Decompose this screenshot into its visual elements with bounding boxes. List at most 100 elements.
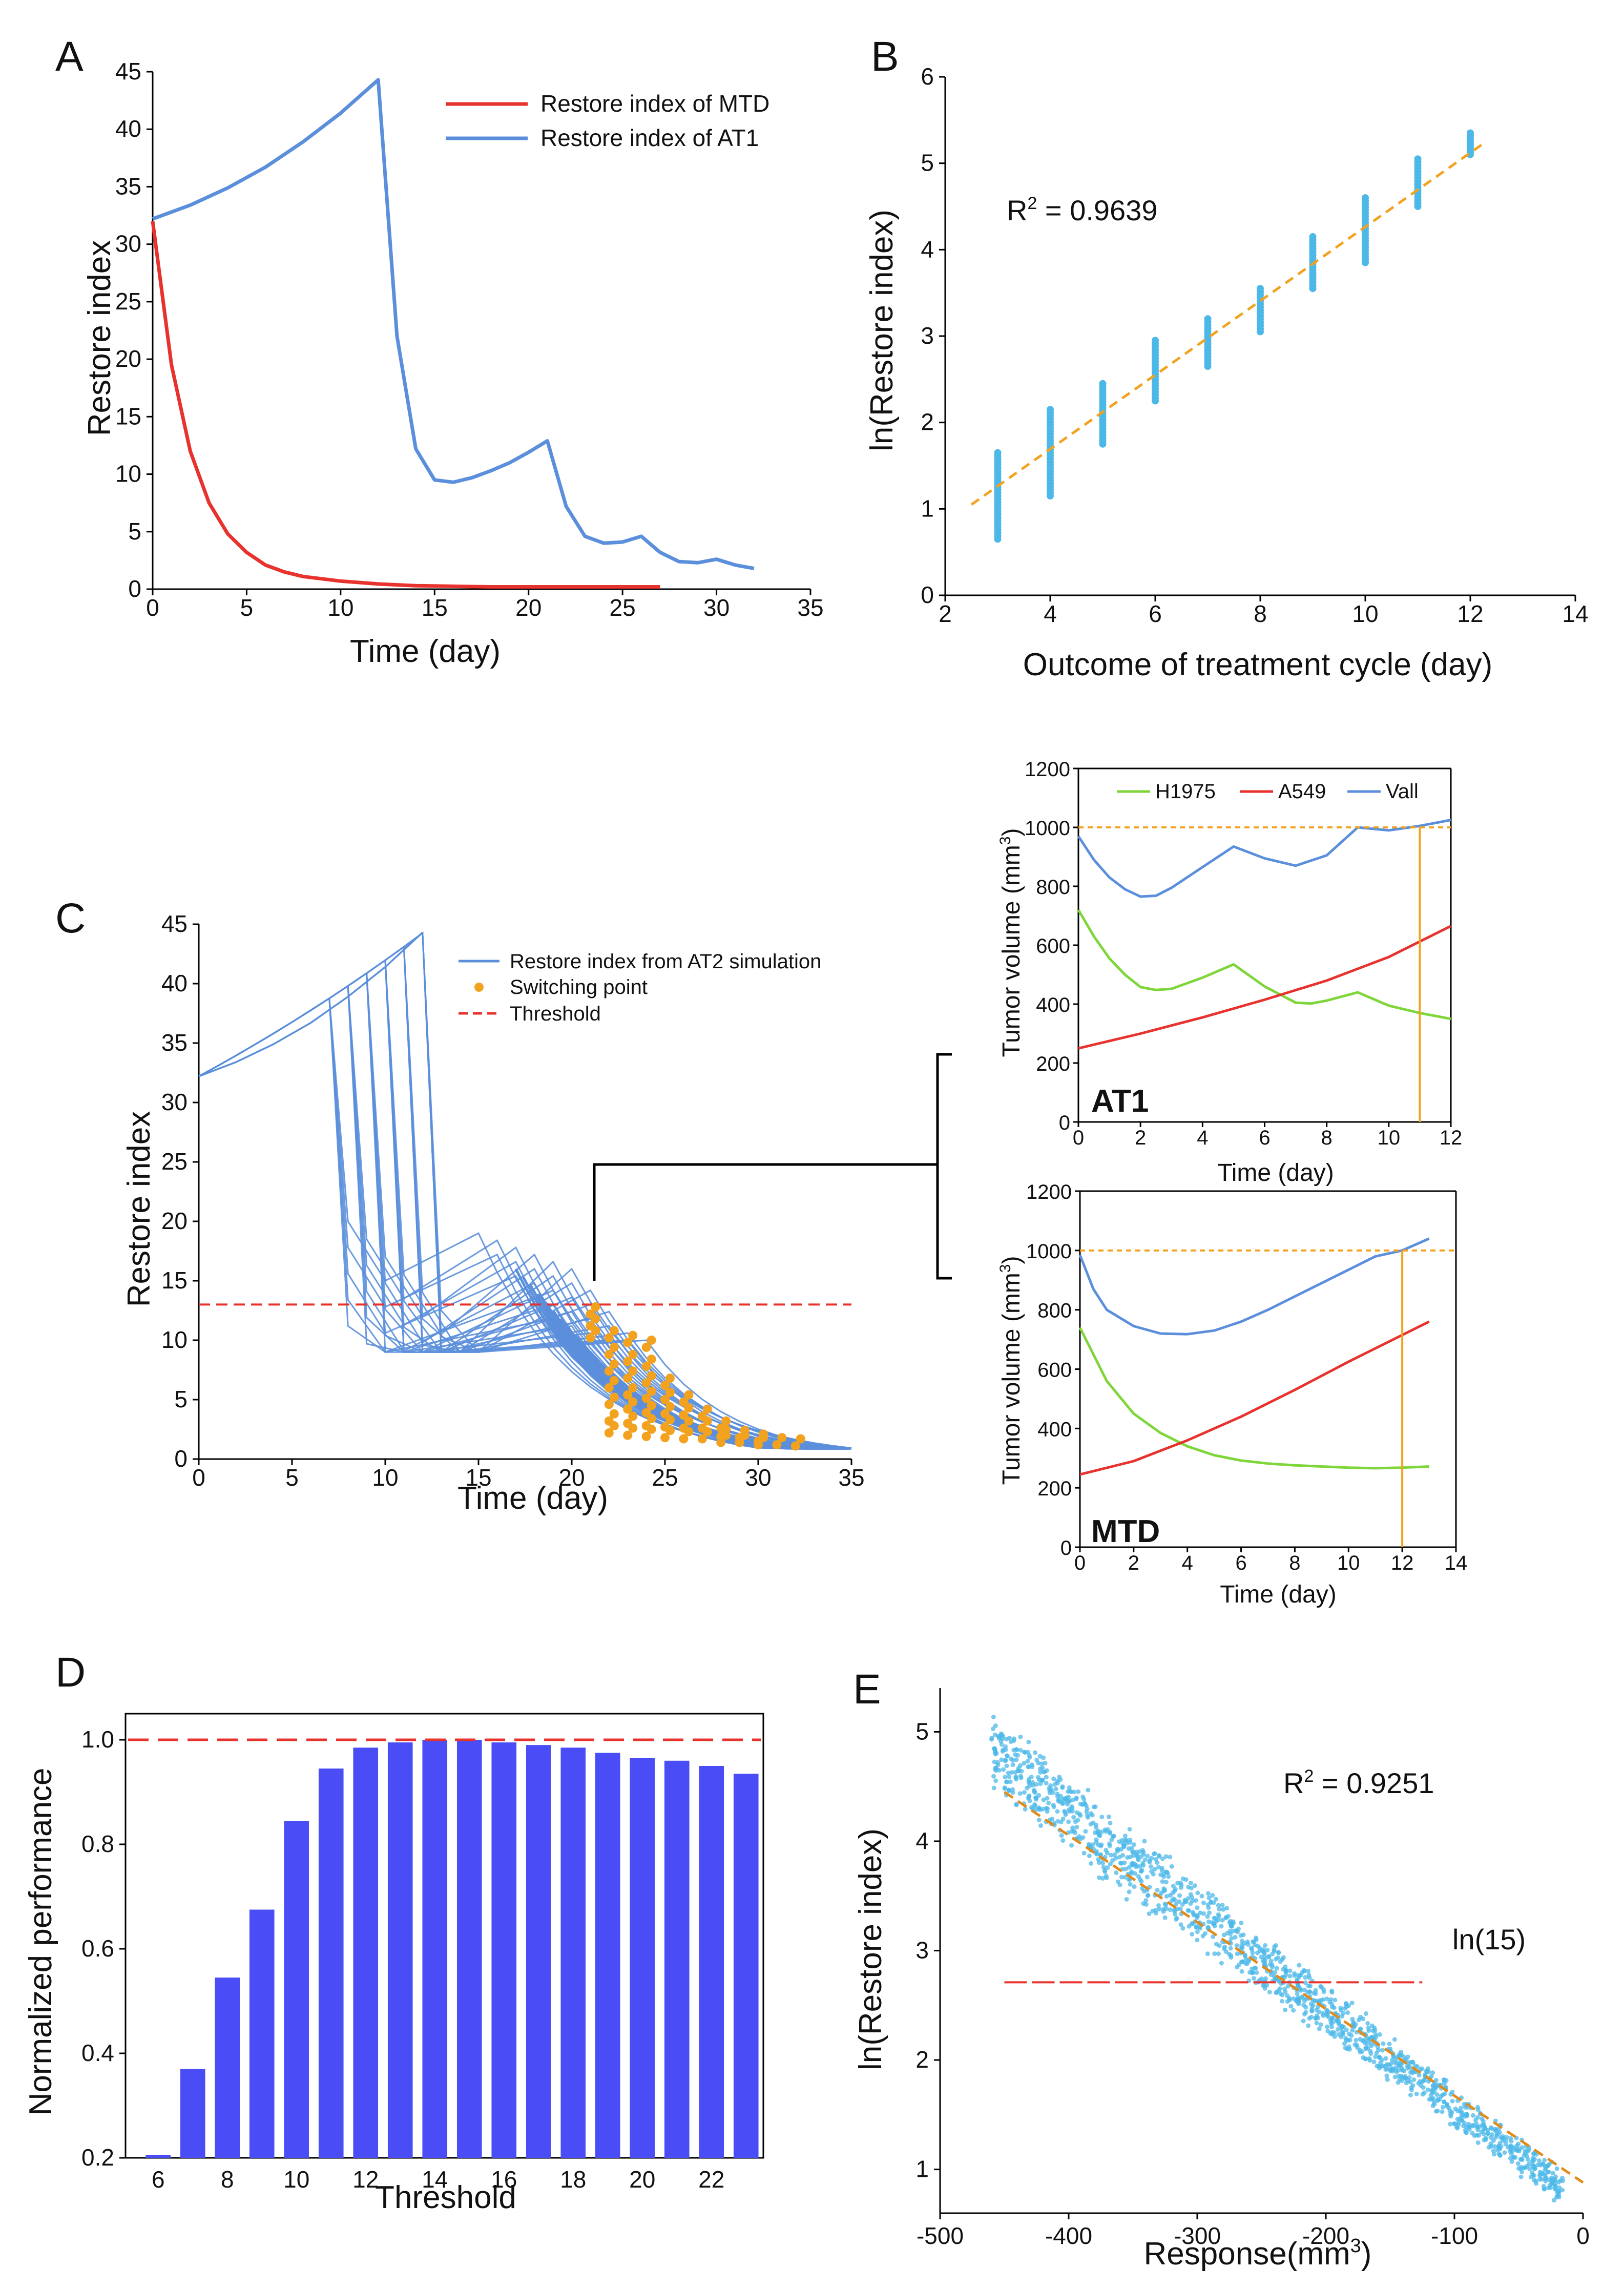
scatter-point [1504,2135,1509,2140]
scatter-point [1301,2003,1306,2008]
y-tick-label: 40 [161,970,188,996]
scatter-point [1106,1814,1111,1819]
x-tick-label: 0 [146,594,159,621]
scatter-point [1002,1786,1007,1791]
scatter-point [1104,1847,1109,1853]
scatter-point [1365,2041,1370,2046]
scatter-point [1132,1884,1137,1889]
at2-trajectory [198,959,851,1449]
scatter-point [1101,1864,1106,1869]
scatter-point [1430,2070,1435,2075]
scatter-point [1440,2092,1445,2097]
x-tick-label: 10 [1337,1552,1360,1574]
switching-point [609,1376,619,1385]
scatter-point [1361,2055,1366,2060]
scatter-point [1531,2151,1536,2156]
x-tick-label: 20 [515,594,542,621]
scatter-point [1217,1907,1222,1912]
scatter-point [1349,2001,1355,2006]
scatter-point [1242,1952,1247,1958]
y-tick-label: 0.4 [81,2040,114,2066]
scatter-point [1127,1865,1132,1870]
bar-threshold-9 [249,1909,275,2158]
scatter-point [1018,1774,1023,1779]
scatter-point [1026,1739,1031,1744]
scatter-point [1329,1990,1335,1995]
scatter-point [1141,1901,1146,1906]
scatter-point [1403,2074,1408,2079]
scatter-point [1340,2014,1345,2019]
scatter-point [1330,2020,1335,2025]
scatter-point [1151,1851,1156,1857]
scatter-point [1192,1883,1197,1888]
x-tick-label: 12 [1391,1552,1414,1574]
scatter-point [1283,2007,1288,2012]
scatter-point [1433,2085,1438,2090]
x-tick-label: 15 [422,594,448,621]
scatter-point [1277,1986,1282,1991]
scatter-point [1234,1943,1239,1948]
switching-point [628,1349,638,1359]
at2-trajectory [198,971,851,1449]
scatter-point [1270,1951,1275,1957]
y-tick-label: 45 [161,910,188,937]
scatter-point [1157,1853,1162,1858]
bar-threshold-10 [284,1821,309,2158]
scatter-point [1381,2063,1386,2068]
bar-threshold-23 [733,1774,759,2158]
scatter-point [1243,1961,1248,1966]
scatter-point [1543,2164,1548,2169]
scatter-point [1329,2024,1334,2029]
series-line-h1975 [1077,909,1451,1021]
scatter-point [1005,1754,1010,1759]
switching-point [628,1411,638,1421]
x-tick-label: 0 [1074,1552,1086,1574]
scatter-point [1131,1842,1136,1847]
switching-point [623,1430,633,1440]
scatter-point [1373,2032,1378,2037]
scatter-point [1117,1882,1122,1887]
scatter-point [1516,2166,1522,2171]
scatter-point [1099,1842,1104,1847]
scatter-point [1110,1858,1115,1863]
scatter-point [1156,1903,1161,1908]
scatter-point [1278,1959,1283,1964]
scatter-point [1027,1798,1032,1803]
scatter-point [1435,2108,1440,2113]
legend-label-vall: Vall [1386,780,1419,803]
scatter-point [1229,1936,1234,1941]
scatter-point [1212,1916,1217,1921]
scatter-point [1313,1999,1318,2004]
scatter-point [1283,1968,1288,1973]
legend-label-at2: Restore index from AT2 simulation [510,950,821,973]
scatter-point [1383,2056,1388,2061]
switching-point [609,1392,619,1402]
scatter-point [1047,1791,1052,1796]
scatter-point [1445,2104,1450,2109]
scatter-point [1023,1806,1028,1812]
y-tick-label: 2 [915,2046,929,2073]
panel-c-axes: 0 5 10 15 20 25 30 35 0 5 10 15 20 25 30 35 40 45 [161,910,865,1491]
scatter-point [1195,1929,1200,1934]
scatter-point [1345,2010,1350,2015]
scatter-point [1224,1906,1230,1911]
legend-label-switching: Switching point [510,976,648,998]
scatter-point [1008,1779,1013,1784]
scatter-point [1233,1934,1238,1940]
scatter-point [1093,1822,1098,1827]
scatter-point [1109,1853,1114,1858]
scatter-point [1099,1815,1105,1820]
scatter-point [1193,1898,1198,1903]
switching-point [647,1424,656,1434]
scatter-point [1454,2125,1459,2130]
scatter-point [1250,1939,1255,1944]
scatter-point [1350,2028,1355,2033]
switching-point [665,1374,675,1383]
scatter-point [1367,2058,1372,2063]
scatter-point [1121,1844,1127,1849]
scatter-point [1037,1807,1043,1812]
scatter-point [1157,1907,1162,1912]
scatter-point [1142,1839,1147,1844]
scatter-point [1091,1804,1096,1809]
scatter-point [1553,2174,1558,2179]
